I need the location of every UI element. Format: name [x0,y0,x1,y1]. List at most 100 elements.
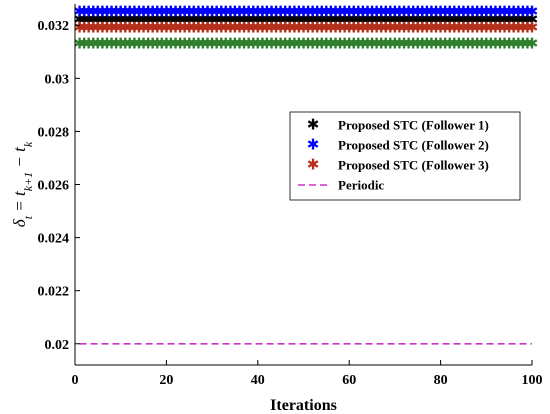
y-axis-label: δt = tk+1 − tk [10,141,35,227]
extra-series-point: ✱ [366,34,379,52]
series-2-point: ✱ [293,2,306,20]
extra-series-point: ✱ [329,34,342,52]
extra-series-point: ✱ [178,34,191,52]
extra-series-point: ✱ [114,34,127,52]
series-1-point: ✱ [343,10,356,28]
series-3-point: ✱ [379,18,392,36]
legend-box [289,111,521,201]
series-2-point: ✱ [188,2,201,20]
series-2-point: ✱ [142,2,155,20]
series-1-point: ✱ [370,10,383,28]
series-2-point: ✱ [78,2,91,20]
extra-series-point: ✱ [311,34,324,52]
series-1-point: ✱ [128,10,141,28]
series-1-point: ✱ [521,10,534,28]
extra-series-point: ✱ [393,34,406,52]
series-2-point: ✱ [370,2,383,20]
series-2-point: ✱ [87,2,100,20]
series-2-point: ✱ [114,2,127,20]
legend-label: Proposed STC (Follower 2) [338,138,489,153]
series-2-point: ✱ [507,2,520,20]
series-1-point: ✱ [485,10,498,28]
series-1-point: ✱ [96,10,109,28]
series-1-point: ✱ [165,10,178,28]
series-2-point: ✱ [389,2,402,20]
extra-series-point: ✱ [521,34,534,52]
extra-series-point: ✱ [252,34,265,52]
series-3-point: ✱ [284,18,297,36]
series-1-point: ✱ [507,10,520,28]
series-3-point: ✱ [252,18,265,36]
series-2-point: ✱ [434,2,447,20]
series-1-point: ✱ [261,10,274,28]
series-3-point: ✱ [206,18,219,36]
series-3-point: ✱ [448,18,461,36]
series-3-point: ✱ [347,18,360,36]
series-1-point: ✱ [105,10,118,28]
series-3-point: ✱ [146,18,159,36]
series-2-point: ✱ [110,2,123,20]
series-1-point: ✱ [160,10,173,28]
series-2-point: ✱ [517,2,530,20]
series-2-point: ✱ [238,2,251,20]
series-2-point: ✱ [416,2,429,20]
series-3-point: ✱ [439,18,452,36]
series-2-point: ✱ [215,2,228,20]
series-1-point: ✱ [270,10,283,28]
extra-series-point: ✱ [480,34,493,52]
extra-series-point: ✱ [384,34,397,52]
series-3-point: ✱ [466,18,479,36]
series-3-point: ✱ [124,18,137,36]
series-2-point: ✱ [233,2,246,20]
series-3-point: ✱ [407,18,420,36]
series-2-point: ✱ [439,2,452,20]
series-3-point: ✱ [87,18,100,36]
series-3-point: ✱ [453,18,466,36]
series-1-point: ✱ [279,10,292,28]
series-2-point: ✱ [252,2,265,20]
extra-series-point: ✱ [302,34,315,52]
series-3-point: ✱ [151,18,164,36]
series-2-point: ✱ [466,2,479,20]
series-2-point: ✱ [315,2,328,20]
series-3-point: ✱ [105,18,118,36]
legend-label: Proposed STC (Follower 3) [338,158,489,173]
extra-series-point: ✱ [343,34,356,52]
series-3-point: ✱ [480,18,493,36]
series-3-point: ✱ [297,18,310,36]
series-1-point: ✱ [265,10,278,28]
series-2-point: ✱ [448,2,461,20]
extra-series-point: ✱ [398,34,411,52]
series-1-point: ✱ [238,10,251,28]
extra-series-point: ✱ [457,34,470,52]
series-1-point: ✱ [475,10,488,28]
series-3-point: ✱ [462,18,475,36]
series-3-point: ✱ [73,18,86,36]
series-2-point: ✱ [453,2,466,20]
series-2-point: ✱ [73,2,86,20]
series-1-point: ✱ [233,10,246,28]
series-2-point: ✱ [256,2,269,20]
series-2-point: ✱ [325,2,338,20]
series-2-point: ✱ [407,2,420,20]
series-2-point: ✱ [133,2,146,20]
series-3-point: ✱ [183,18,196,36]
series-1-point: ✱ [178,10,191,28]
extra-series-point: ✱ [338,34,351,52]
extra-series-point: ✱ [188,34,201,52]
extra-series-point: ✱ [224,34,237,52]
series-2-point: ✱ [206,2,219,20]
extra-series-point: ✱ [233,34,246,52]
extra-series-point: ✱ [443,34,456,52]
series-1-point: ✱ [338,10,351,28]
series-2-point: ✱ [393,2,406,20]
series-3-point: ✱ [238,18,251,36]
series-1-point: ✱ [183,10,196,28]
series-1-point: ✱ [302,10,315,28]
series-3-point: ✱ [256,18,269,36]
extra-series-point: ✱ [169,34,182,52]
series-1-point: ✱ [526,10,539,28]
series-3-point: ✱ [425,18,438,36]
series-1-point: ✱ [247,10,260,28]
series-1-point: ✱ [402,10,415,28]
